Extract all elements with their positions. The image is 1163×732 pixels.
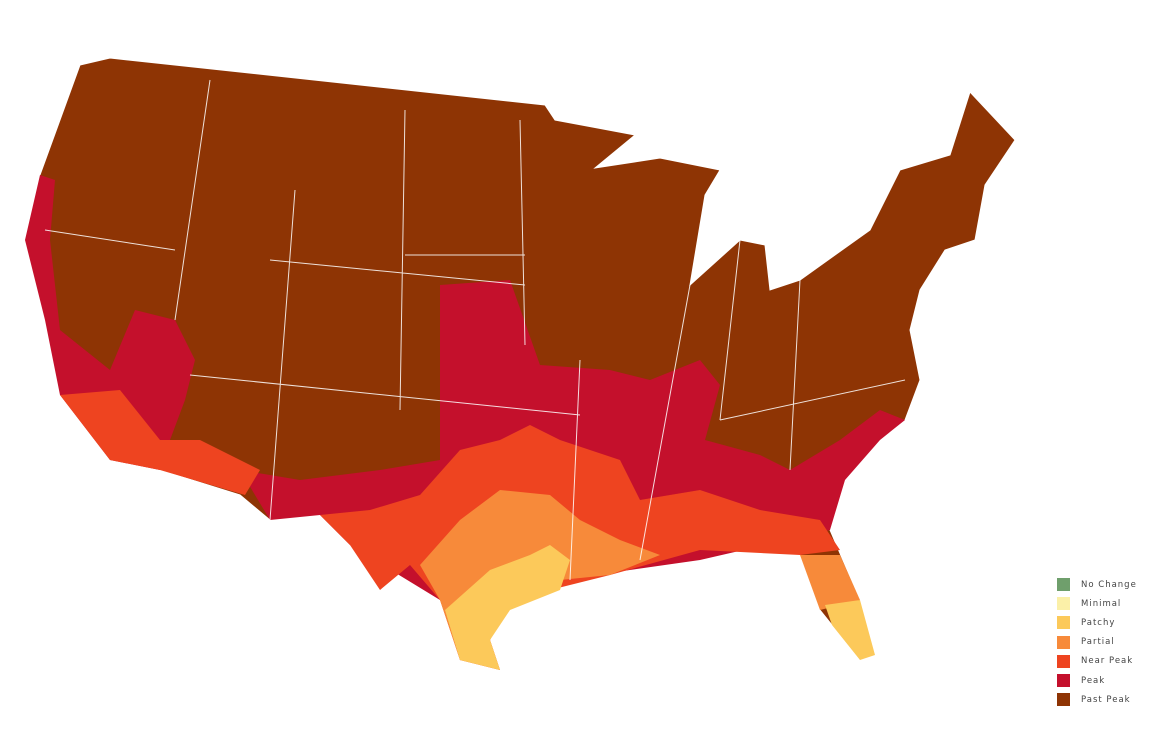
legend-label: Near Peak [1081, 656, 1134, 667]
legend-item: No Change [1057, 575, 1137, 594]
legend-label: Minimal [1081, 598, 1122, 609]
region-patchy-florida [825, 600, 875, 660]
legend-swatch [1057, 674, 1070, 688]
legend-item: Past Peak [1057, 690, 1137, 709]
legend-item: Partial [1057, 633, 1137, 652]
legend-item: Near Peak [1057, 652, 1137, 671]
legend: No Change Minimal Patchy Partial Near Peak Pe… [1057, 575, 1137, 709]
legend-swatch [1057, 635, 1070, 649]
region-near-peak-southwest [60, 390, 260, 495]
legend-swatch [1057, 597, 1070, 611]
legend-swatch [1057, 578, 1070, 592]
legend-label: Peak [1081, 675, 1106, 686]
legend-item: Minimal [1057, 594, 1137, 613]
legend-label: Past Peak [1081, 694, 1131, 705]
legend-label: Partial [1081, 637, 1115, 648]
legend-swatch [1057, 654, 1070, 668]
legend-label: No Change [1081, 579, 1137, 590]
region-patchy-texas [445, 545, 570, 670]
legend-label: Patchy [1081, 617, 1116, 628]
legend-item: Patchy [1057, 613, 1137, 632]
legend-swatch [1057, 616, 1070, 630]
state-borders [44, 79, 906, 581]
legend-item: Peak [1057, 671, 1137, 690]
region-partial-florida [800, 555, 860, 610]
legend-swatch [1057, 693, 1070, 707]
